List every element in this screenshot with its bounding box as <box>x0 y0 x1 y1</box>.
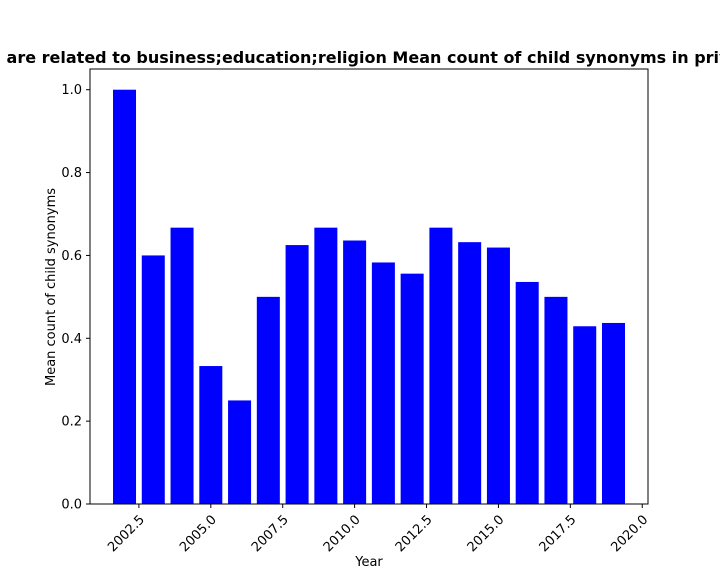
bar-2006 <box>228 400 252 504</box>
bar-2004 <box>170 227 194 505</box>
bar-2010 <box>343 240 367 504</box>
bar-2018 <box>573 326 597 504</box>
y-tick-label: 0.6 <box>61 249 82 264</box>
plot-area-frame <box>89 68 649 505</box>
bar-2005 <box>199 366 223 504</box>
x-tick-label: 2017.5 <box>537 512 580 555</box>
bar-2015 <box>486 247 510 504</box>
bar-2008 <box>285 245 309 504</box>
bar-2009 <box>314 227 338 505</box>
bar-2007 <box>256 296 280 504</box>
bar-2002 <box>113 89 137 505</box>
y-tick-label: 0.0 <box>61 498 82 513</box>
y-tick-label: 0.4 <box>61 332 82 347</box>
y-axis-ticks: 0.0 0.2 0.4 0.6 0.8 1.0 <box>61 83 90 513</box>
x-tick-label: 2007.5 <box>249 512 292 555</box>
chart-title: are related to business;education;religi… <box>7 48 720 67</box>
bar-2011 <box>371 262 395 504</box>
bar-2016 <box>515 281 539 504</box>
y-tick-label: 1.0 <box>61 83 82 98</box>
bar-2014 <box>458 242 482 505</box>
x-axis-ticks: 2002.5 2005.0 2007.5 2010.0 2012.5 2015.0 2017… <box>105 504 651 555</box>
bars-group <box>113 89 625 505</box>
x-axis-label: Year <box>354 555 383 570</box>
y-axis-label: Mean count of child synonyms <box>44 188 59 386</box>
x-tick-label: 2005.0 <box>177 512 220 555</box>
x-tick-label: 2012.5 <box>393 512 436 555</box>
y-tick-label: 0.8 <box>61 166 82 181</box>
x-tick-label: 2015.0 <box>465 512 508 555</box>
bar-2013 <box>429 227 453 505</box>
x-tick-label: 2002.5 <box>105 512 148 555</box>
bar-2019 <box>601 322 625 504</box>
bar-2012 <box>400 273 424 504</box>
x-tick-label: 2020.0 <box>609 512 652 555</box>
bar-2017 <box>544 296 568 504</box>
bar-2003 <box>141 255 165 504</box>
y-tick-label: 0.2 <box>61 415 82 430</box>
x-tick-label: 2010.0 <box>321 512 364 555</box>
